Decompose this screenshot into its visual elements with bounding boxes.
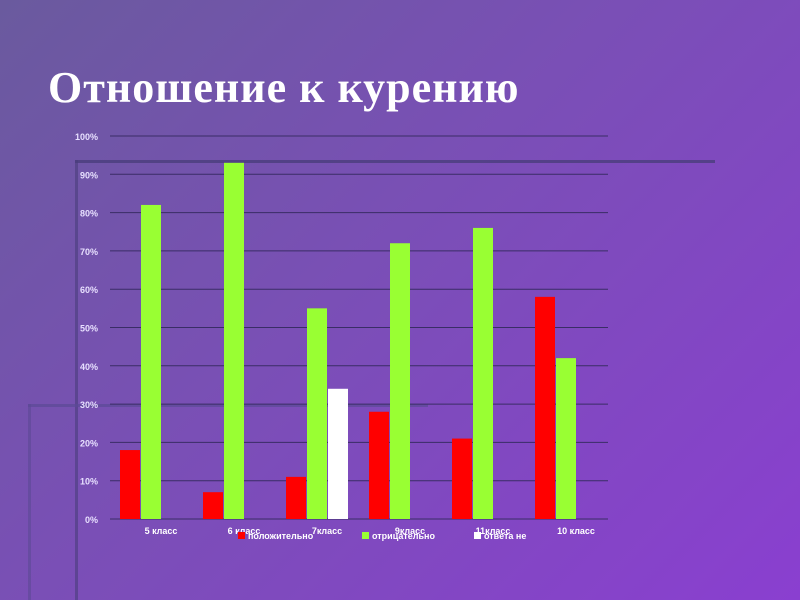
bar (390, 243, 410, 520)
bar (535, 296, 555, 519)
decorative-line (75, 160, 78, 600)
bar (203, 492, 223, 519)
legend-label: отрицательно (372, 531, 435, 541)
y-tick-label: 10% (80, 477, 98, 487)
bar (141, 204, 161, 519)
y-tick-label: 100% (75, 132, 98, 142)
y-tick-label: 30% (80, 400, 98, 410)
x-tick-label: 5 класс (145, 526, 178, 536)
bar (556, 358, 576, 519)
legend-swatch (474, 532, 481, 539)
bar (224, 162, 244, 519)
y-tick-label: 0% (85, 515, 98, 525)
y-tick-label: 60% (80, 285, 98, 295)
x-tick-label: 11класс (476, 526, 511, 536)
bar (452, 438, 472, 519)
decorative-line (28, 404, 31, 600)
bar (328, 388, 348, 519)
x-tick-label: 10 класс (557, 526, 595, 536)
slide-title: Отношение к курению (48, 63, 520, 112)
y-tick-label: 50% (80, 324, 98, 334)
legend-swatch (362, 532, 369, 539)
bar (369, 411, 389, 519)
bar (473, 227, 493, 520)
x-tick-label: 9класс (395, 526, 425, 536)
legend-swatch (238, 532, 245, 539)
x-tick-label: 7класс (312, 526, 342, 536)
legend-label: ответа не (484, 531, 526, 541)
y-tick-label: 20% (80, 438, 98, 448)
legend-label: положительно (248, 531, 314, 541)
decorative-line (75, 160, 715, 163)
bar (120, 450, 140, 519)
y-tick-label: 40% (80, 362, 98, 372)
y-tick-label: 90% (80, 170, 98, 180)
y-tick-label: 80% (80, 209, 98, 219)
bar (307, 308, 327, 519)
y-tick-label: 70% (80, 247, 98, 257)
x-tick-label: 6 класс (228, 526, 261, 536)
bar (286, 476, 306, 519)
